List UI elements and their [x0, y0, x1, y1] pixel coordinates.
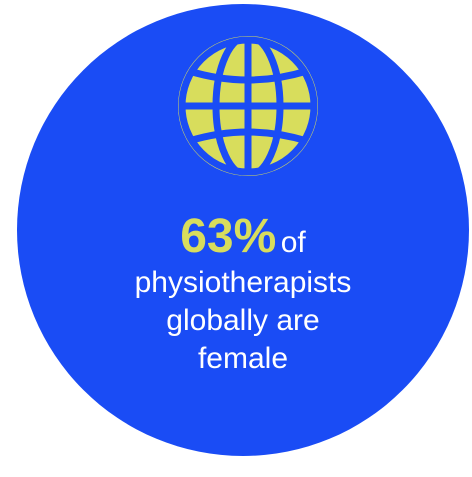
stat-description-line-2: globally are: [166, 304, 320, 337]
stat-suffix: of: [280, 226, 306, 259]
stat-text-block: 63% of physiotherapists globally are fem…: [70, 210, 416, 378]
stat-value: 63%: [180, 210, 277, 263]
stat-description-line-3: female: [197, 342, 289, 375]
stat-description-line-1: physiotherapists: [134, 266, 352, 299]
globe-icon: [178, 36, 318, 176]
stat-line: 63% of: [70, 210, 416, 264]
